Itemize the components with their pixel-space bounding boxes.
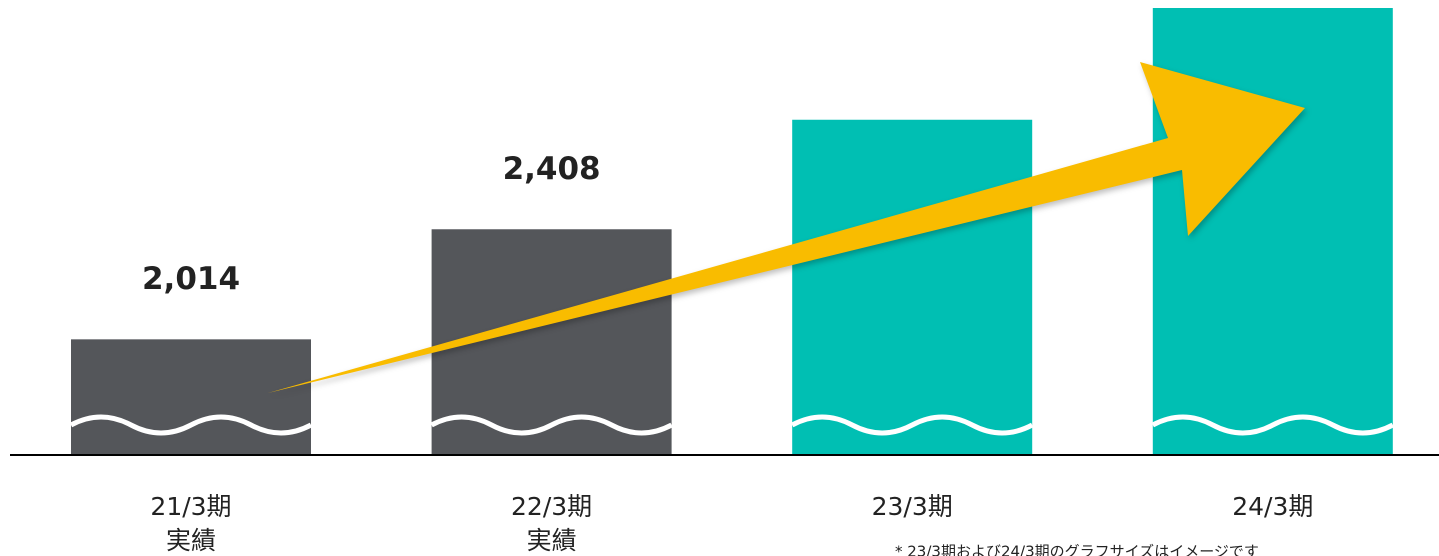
- value-label: 2,014: [142, 261, 240, 297]
- x-tick-label: 22/3期: [511, 492, 592, 521]
- x-tick-label: 23/3期: [872, 492, 953, 521]
- bar: [71, 339, 311, 455]
- note: * 23/3期および24/3期のグラフサイズはイメージです: [895, 543, 1259, 556]
- growth-arrow: [268, 62, 1305, 393]
- axis-break: [791, 414, 1034, 436]
- value-label: 2,408: [503, 151, 601, 187]
- bar: [792, 119, 1033, 455]
- axis-break: [1151, 414, 1394, 436]
- x-tick-sublabel: 実績: [527, 526, 577, 555]
- x-tick-label: 21/3期: [150, 492, 231, 521]
- bars: [69, 8, 1394, 455]
- axis-break: [430, 414, 673, 436]
- axis-break: [69, 414, 313, 436]
- x-tick-label: 24/3期: [1232, 492, 1313, 521]
- x-tick-sublabel: 実績: [166, 526, 216, 555]
